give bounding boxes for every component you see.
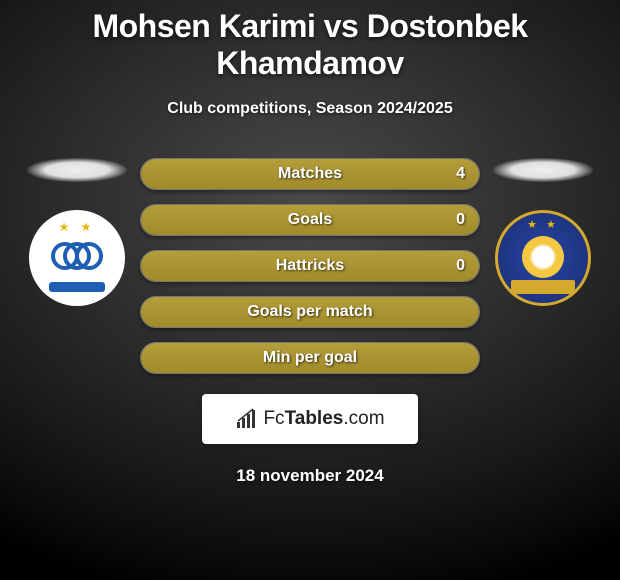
stars-icon: ★ ★	[37, 220, 117, 234]
rings-icon	[49, 238, 105, 274]
stat-label: Goals per match	[247, 303, 372, 321]
stars-icon: ★ ★	[503, 218, 583, 231]
comparison-row: ★ ★ Matches 4 Goals 0	[0, 158, 620, 374]
date-label: 18 november 2024	[0, 466, 620, 486]
stat-bar-gpm: Goals per match	[140, 296, 480, 328]
stat-bar-matches: Matches 4	[140, 158, 480, 190]
chart-icon	[235, 408, 257, 430]
stat-label: Matches	[278, 165, 342, 183]
stat-label: Min per goal	[263, 349, 357, 367]
page-title: Mohsen Karimi vs Dostonbek Khamdamov	[0, 0, 620, 82]
right-club-badge: ★ ★	[495, 210, 591, 306]
stat-bar-hattricks: Hattricks 0	[140, 250, 480, 282]
logo-text: FcTables.com	[263, 408, 384, 430]
sun-icon	[522, 236, 564, 278]
banner-icon	[49, 282, 105, 292]
left-club-badge: ★ ★	[29, 210, 125, 306]
fctables-logo: FcTables.com	[202, 394, 418, 444]
stat-bar-mpg: Min per goal	[140, 342, 480, 374]
stat-value-right: 0	[456, 257, 465, 275]
subtitle: Club competitions, Season 2024/2025	[0, 100, 620, 118]
stat-value-right: 0	[456, 211, 465, 229]
ribbon-icon	[511, 280, 575, 294]
stat-bar-goals: Goals 0	[140, 204, 480, 236]
stat-bars: Matches 4 Goals 0 Hattricks 0 Goals per …	[140, 158, 480, 374]
player-shadow-left	[27, 158, 127, 182]
player-shadow-right	[493, 158, 593, 182]
right-player-column: ★ ★	[488, 158, 598, 306]
stat-label: Goals	[288, 211, 332, 229]
stat-label: Hattricks	[276, 257, 344, 275]
left-player-column: ★ ★	[22, 158, 132, 306]
stat-value-right: 4	[456, 165, 465, 183]
